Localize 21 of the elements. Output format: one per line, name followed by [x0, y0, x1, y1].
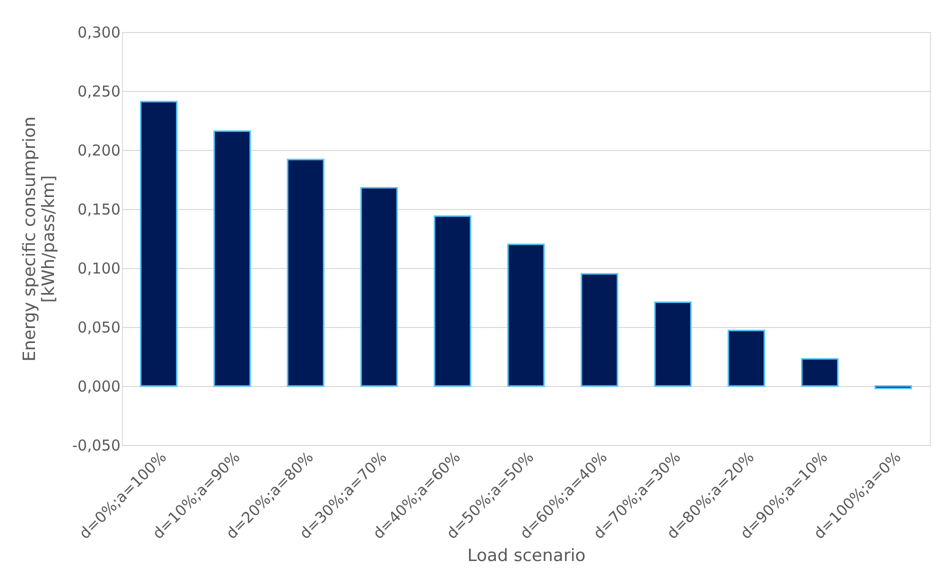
- y-tick-label: 0,100: [78, 260, 120, 278]
- bar: [507, 244, 545, 387]
- bar: [874, 385, 912, 390]
- bar: [286, 158, 324, 387]
- y-tick-label: 0,200: [78, 142, 120, 160]
- x-axis-title: Load scenario: [467, 546, 586, 566]
- bar: [140, 100, 178, 387]
- y-tick-label: 0,300: [78, 24, 120, 42]
- y-tick-label: 0,050: [78, 318, 120, 336]
- y-axis-title: Energy specific consumprion [kWh/pass/km]: [20, 116, 60, 362]
- y-tick-label: 0,000: [78, 378, 120, 396]
- bar: [801, 358, 839, 387]
- bar: [580, 273, 618, 387]
- y-tick-label: 0,250: [78, 82, 120, 100]
- y-tick-label: -0,050: [72, 436, 120, 454]
- bar: [434, 215, 472, 387]
- bar: [654, 301, 692, 387]
- bar: [360, 187, 398, 387]
- bar: [213, 130, 251, 387]
- y-tick-label: 0,150: [78, 200, 120, 218]
- bar: [728, 330, 766, 387]
